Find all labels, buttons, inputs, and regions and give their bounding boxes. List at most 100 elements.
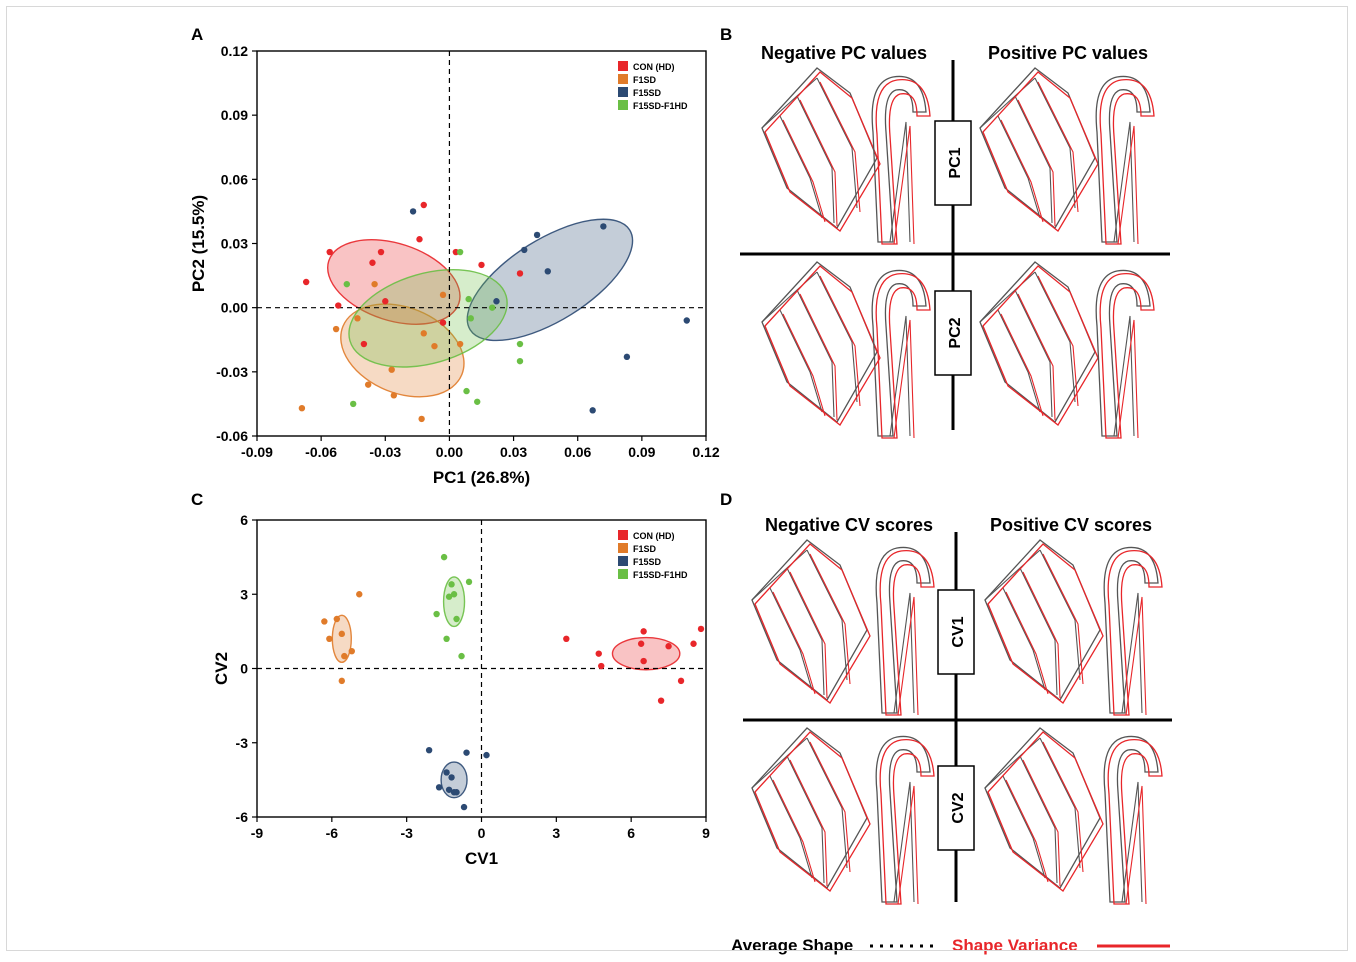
axis-box-label: PC1 (947, 147, 964, 178)
y-axis-title: CV2 (212, 652, 231, 685)
data-point (460, 803, 468, 811)
footer-legend: Average Shape Shape Variance (731, 936, 1170, 955)
data-point (420, 330, 427, 337)
legend-label: CON (HD) (633, 531, 675, 541)
data-point (443, 635, 450, 642)
hook-shape (1103, 735, 1163, 905)
shape-variance-label: Shape Variance (952, 936, 1078, 955)
data-point (298, 404, 306, 412)
ellipse-con-hd- (611, 636, 681, 671)
data-point (463, 387, 470, 395)
data-point (348, 647, 355, 655)
data-point (364, 381, 372, 388)
y-tick-label: 0 (240, 661, 248, 677)
x-tick-label: 0 (478, 825, 486, 841)
data-point (341, 652, 348, 660)
data-point (478, 261, 485, 269)
data-point (683, 317, 690, 324)
panel-d-shapes: D Negative CV scores Positive CV scores CV1… (720, 490, 1172, 905)
ellipse-f15sd-f1hd (348, 269, 508, 368)
data-point (474, 398, 481, 405)
x-axis-title: PC1 (26.8%) (433, 468, 530, 487)
data-point (467, 315, 475, 322)
axis-box-label: PC2 (947, 317, 964, 348)
data-point (453, 615, 460, 623)
data-point (435, 784, 443, 791)
ellipse-f15sd (466, 218, 634, 342)
data-point (665, 643, 672, 650)
data-point (533, 231, 541, 239)
legend-label: F15SD-F1HD (633, 570, 688, 580)
legend-swatch (618, 74, 628, 84)
data-point (677, 677, 685, 685)
wing-shape (984, 539, 1104, 704)
data-point (338, 677, 346, 685)
y-tick-label: 0.00 (221, 300, 248, 316)
data-point (360, 340, 368, 348)
hook-shape (875, 735, 935, 905)
data-point (333, 615, 341, 623)
data-point (332, 325, 340, 333)
data-point (350, 400, 357, 408)
data-point (418, 415, 425, 423)
data-point (516, 270, 524, 277)
data-point (326, 635, 333, 642)
x-axis-title: CV1 (465, 849, 498, 868)
data-point (453, 789, 460, 796)
panel-label-b: B (720, 25, 732, 44)
legend-swatch (618, 61, 628, 71)
data-point (377, 248, 385, 256)
x-tick-label: 0.03 (500, 444, 527, 460)
x-tick-label: -0.06 (305, 444, 337, 460)
data-point (458, 652, 465, 660)
x-tick-label: 0.09 (628, 444, 655, 460)
x-tick-label: -0.09 (241, 444, 273, 460)
data-point (456, 248, 464, 256)
data-point (369, 259, 376, 266)
data-point (356, 591, 363, 598)
hook-shape (1095, 75, 1155, 245)
axis-box-label: CV2 (950, 792, 967, 823)
data-point (516, 340, 524, 348)
x-tick-label: 6 (627, 825, 635, 841)
wing-shape (761, 67, 881, 232)
x-tick-label: 0.06 (564, 444, 591, 460)
data-point (488, 304, 496, 311)
axis-box-1 (934, 120, 972, 206)
legend-label: F1SD (633, 75, 657, 85)
wing-shape (751, 539, 871, 704)
y-tick-label: 0.12 (221, 43, 248, 59)
data-point (433, 610, 440, 618)
data-point (445, 786, 453, 793)
data-point (445, 593, 453, 600)
positive-title: Positive PC values (988, 43, 1148, 63)
data-point (439, 291, 447, 299)
data-point (463, 749, 470, 756)
data-point (388, 366, 395, 373)
data-point (420, 201, 427, 209)
data-point (338, 630, 346, 638)
data-point (640, 657, 647, 665)
panel-label-c: C (191, 490, 203, 509)
y-tick-label: -0.03 (216, 364, 248, 380)
data-point (343, 280, 350, 288)
x-tick-label: 9 (702, 825, 710, 841)
data-point (443, 769, 450, 776)
y-tick-label: 0.09 (221, 107, 248, 123)
data-point (302, 278, 310, 286)
data-point (456, 340, 464, 348)
wing-shape (761, 261, 881, 426)
data-point (483, 751, 490, 759)
hook-shape (1103, 546, 1163, 716)
data-point (439, 319, 447, 326)
data-point (371, 280, 378, 288)
x-tick-label: -3 (400, 825, 413, 841)
x-tick-label: 0.12 (692, 444, 719, 460)
data-point (465, 578, 473, 586)
data-point (697, 625, 705, 633)
data-point (390, 392, 398, 399)
axis-box-2 (937, 765, 975, 851)
negative-title: Negative CV scores (765, 515, 933, 535)
